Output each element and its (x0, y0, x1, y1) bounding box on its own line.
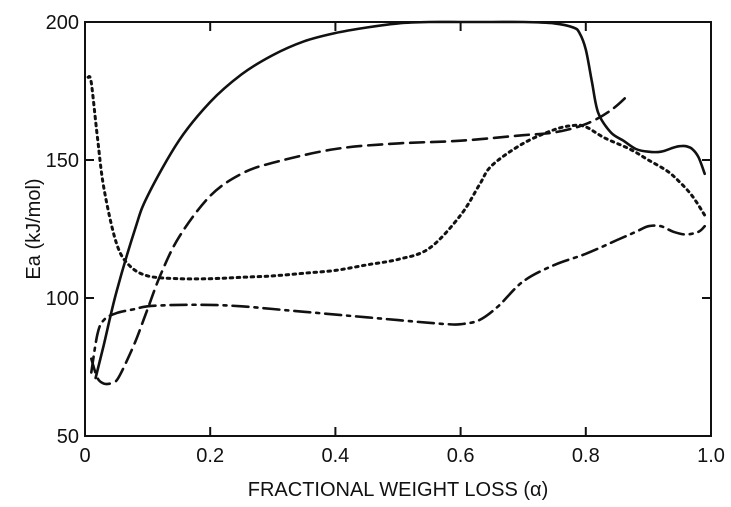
plot-frame (84, 21, 712, 437)
x-tick-label: 0 (79, 445, 90, 467)
dash-dot-curve (90, 224, 706, 374)
x-axis-title: FRACTIONAL WEIGHT LOSS (α) (248, 479, 548, 501)
dotted-curve (86, 75, 707, 281)
y-axis-title: Ea (kJ/mol) (23, 178, 45, 279)
x-tick-label: 0.4 (321, 445, 349, 467)
dashed-curve (90, 92, 631, 386)
tick-labels: 0 0.2 0.4 0.6 0.8 1.0 50 100 150 200 (46, 12, 725, 467)
axis-ticks (85, 22, 711, 436)
series-layer (86, 20, 707, 386)
x-tick-label: 0.6 (447, 445, 475, 467)
x-tick-label: 0.2 (196, 445, 224, 467)
y-tick-label: 100 (46, 288, 79, 310)
x-tick-label: 1.0 (697, 445, 725, 467)
y-tick-label: 200 (46, 12, 79, 34)
y-tick-label: 50 (57, 426, 79, 448)
solid-curve (94, 20, 706, 380)
x-tick-label: 0.8 (572, 445, 600, 467)
y-tick-label: 150 (46, 150, 79, 172)
